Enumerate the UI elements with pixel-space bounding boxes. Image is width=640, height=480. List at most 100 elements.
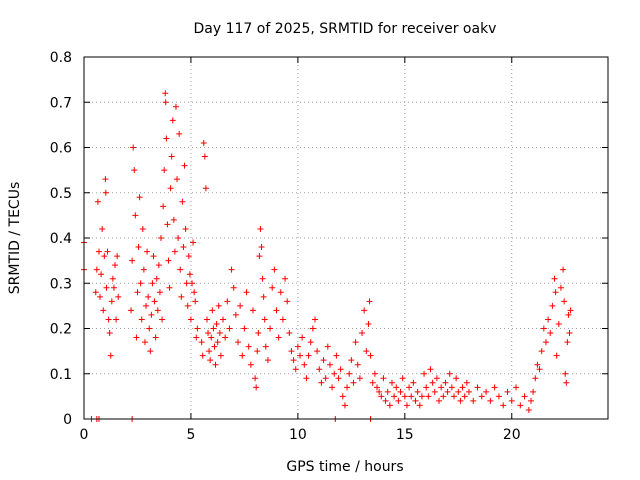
data-point (97, 293, 104, 300)
data-point (152, 334, 159, 341)
data-point (243, 289, 250, 296)
data-point (203, 316, 210, 323)
data-point (136, 194, 143, 201)
x-tick-label: 20 (503, 427, 521, 443)
data-point (140, 266, 147, 273)
data-point (247, 361, 254, 368)
data-point (314, 348, 321, 355)
data-point (553, 352, 560, 359)
data-point (397, 388, 404, 395)
data-point (555, 320, 562, 327)
data-point (545, 316, 552, 323)
data-point (299, 334, 306, 341)
data-point (249, 307, 256, 314)
x-tick-label: 5 (186, 427, 195, 443)
data-point (199, 352, 206, 359)
data-point (542, 339, 549, 346)
data-point (214, 339, 221, 346)
y-tick-label: 0.1 (50, 367, 72, 383)
data-point (137, 280, 144, 287)
data-point (403, 402, 410, 409)
data-point (562, 370, 569, 377)
data-point (564, 339, 571, 346)
data-point (175, 235, 182, 241)
data-point (216, 330, 223, 337)
data-point (540, 325, 547, 332)
data-point (179, 198, 186, 205)
data-point (105, 316, 112, 323)
data-point (442, 379, 449, 386)
data-point (333, 352, 340, 359)
data-point (98, 271, 105, 278)
data-point (384, 388, 391, 395)
data-point (258, 244, 265, 251)
data-point (113, 316, 120, 323)
data-point (168, 153, 175, 160)
data-point (380, 375, 387, 382)
data-point (453, 375, 460, 382)
data-point (139, 225, 146, 232)
data-point (284, 298, 291, 305)
data-point (159, 316, 166, 323)
data-point (141, 339, 148, 346)
data-point (224, 298, 231, 305)
data-point (412, 397, 419, 404)
data-point (279, 316, 286, 323)
y-tick-label: 0 (63, 412, 72, 428)
data-point (109, 275, 116, 282)
data-points (81, 90, 574, 422)
data-point (102, 176, 109, 183)
data-point (183, 280, 190, 287)
data-point (130, 144, 137, 151)
data-point (260, 293, 267, 300)
data-point (500, 402, 507, 409)
data-point (222, 334, 229, 341)
data-point (161, 167, 168, 174)
data-point (427, 366, 434, 373)
data-point (297, 352, 304, 359)
data-point (517, 402, 524, 409)
data-point (335, 375, 342, 382)
data-point (386, 402, 393, 409)
data-point (209, 307, 216, 314)
data-point (180, 244, 187, 251)
data-point (339, 393, 346, 400)
data-point (212, 361, 219, 368)
data-point (341, 402, 348, 409)
data-point (192, 298, 199, 305)
data-point (202, 185, 209, 192)
data-point (536, 366, 543, 373)
data-point (311, 316, 318, 323)
y-tick-label: 0.2 (50, 322, 72, 338)
data-point (191, 289, 198, 296)
data-point (245, 343, 252, 350)
data-point (491, 384, 498, 391)
data-point (288, 348, 295, 355)
data-point (100, 307, 107, 314)
data-point (322, 375, 329, 382)
data-point (560, 266, 567, 273)
data-point (101, 253, 108, 260)
data-point (220, 316, 227, 323)
data-point (324, 343, 331, 350)
data-point (162, 99, 169, 106)
data-point (361, 307, 368, 314)
data-point (259, 275, 266, 282)
data-point (189, 280, 196, 287)
data-point (307, 339, 314, 346)
y-tick-label: 0.6 (50, 141, 72, 157)
data-point (200, 139, 207, 146)
data-point (133, 334, 140, 341)
data-point (495, 393, 502, 400)
data-point (487, 397, 494, 404)
data-point (104, 248, 111, 255)
data-point (567, 307, 574, 314)
data-point (352, 339, 359, 346)
data-point (401, 393, 408, 400)
data-point (549, 302, 556, 309)
data-point (205, 330, 212, 337)
data-point (253, 384, 260, 391)
data-point (290, 357, 297, 364)
data-point (461, 393, 468, 400)
data-point (316, 366, 323, 373)
